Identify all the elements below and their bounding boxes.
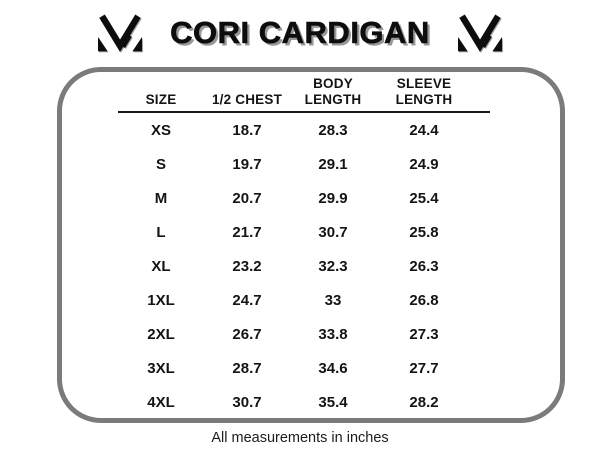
cell-half-chest: 18.7 bbox=[232, 121, 262, 139]
cell-sleeve-length: 27.3 bbox=[409, 325, 439, 343]
page-title: CORI CARDIGAN bbox=[170, 15, 430, 51]
cell-size: XS bbox=[150, 121, 171, 139]
table-row-2xl: 2XL 26.7 33.8 27.3 bbox=[118, 317, 490, 351]
table-row-xs: XS 18.7 28.3 24.4 bbox=[118, 113, 490, 147]
cell-size: 1XL bbox=[147, 291, 175, 309]
cell-body-length: 28.3 bbox=[318, 121, 348, 139]
column-header-size: SIZE bbox=[145, 92, 177, 108]
cell-body-length: 30.7 bbox=[318, 223, 348, 241]
cell-size: XL bbox=[151, 257, 171, 275]
cell-body-length: 29.9 bbox=[318, 189, 348, 207]
cell-size: 2XL bbox=[147, 325, 175, 343]
cell-body-length: 35.4 bbox=[318, 393, 348, 411]
cell-sleeve-length: 26.8 bbox=[409, 291, 439, 309]
cell-size: 3XL bbox=[147, 359, 175, 377]
cell-half-chest: 26.7 bbox=[232, 325, 262, 343]
cell-sleeve-length: 24.9 bbox=[409, 155, 439, 173]
cell-sleeve-length: 28.2 bbox=[409, 393, 439, 411]
cell-size: S bbox=[155, 155, 166, 173]
table-row-3xl: 3XL 28.7 34.6 27.7 bbox=[118, 351, 490, 385]
brand-m-logo-icon bbox=[457, 13, 502, 53]
cell-body-length: 32.3 bbox=[318, 257, 348, 275]
brand-m-logo-icon bbox=[98, 13, 143, 53]
cell-size: 4XL bbox=[147, 393, 175, 411]
column-header-body-length: BODY LENGTH bbox=[304, 76, 362, 108]
cell-sleeve-length: 25.8 bbox=[409, 223, 439, 241]
footer-note: All measurements in inches bbox=[211, 430, 389, 446]
cell-body-length: 33.8 bbox=[318, 325, 348, 343]
table-header-row: SIZE 1/2 CHEST BODY LENGTH SLEEVE LENGTH bbox=[118, 72, 490, 113]
cell-half-chest: 24.7 bbox=[232, 291, 262, 309]
table-row-s: S 19.7 29.1 24.9 bbox=[118, 147, 490, 181]
cell-half-chest: 23.2 bbox=[232, 257, 262, 275]
cell-sleeve-length: 26.3 bbox=[409, 257, 439, 275]
cell-half-chest: 20.7 bbox=[232, 189, 262, 207]
cell-half-chest: 21.7 bbox=[232, 223, 262, 241]
cell-half-chest: 19.7 bbox=[232, 155, 262, 173]
cell-body-length: 34.6 bbox=[318, 359, 348, 377]
cell-body-length: 33 bbox=[324, 291, 342, 309]
size-table: SIZE 1/2 CHEST BODY LENGTH SLEEVE LENGTH… bbox=[118, 72, 490, 419]
cell-body-length: 29.1 bbox=[318, 155, 348, 173]
size-chart-panel: SIZE 1/2 CHEST BODY LENGTH SLEEVE LENGTH… bbox=[57, 67, 565, 423]
table-row-1xl: 1XL 24.7 33 26.8 bbox=[118, 283, 490, 317]
cell-half-chest: 28.7 bbox=[232, 359, 262, 377]
column-header-sleeve-length: SLEEVE LENGTH bbox=[395, 76, 453, 108]
cell-sleeve-length: 27.7 bbox=[409, 359, 439, 377]
cell-sleeve-length: 25.4 bbox=[409, 189, 439, 207]
table-row-4xl: 4XL 30.7 35.4 28.2 bbox=[118, 385, 490, 419]
cell-size: L bbox=[156, 223, 166, 241]
cell-size: M bbox=[154, 189, 168, 207]
column-header-half-chest: 1/2 CHEST bbox=[211, 92, 283, 108]
cell-half-chest: 30.7 bbox=[232, 393, 262, 411]
table-row-xl: XL 23.2 32.3 26.3 bbox=[118, 249, 490, 283]
masthead: CORI CARDIGAN bbox=[0, 6, 600, 60]
table-row-l: L 21.7 30.7 25.8 bbox=[118, 215, 490, 249]
cell-sleeve-length: 24.4 bbox=[409, 121, 439, 139]
table-row-m: M 20.7 29.9 25.4 bbox=[118, 181, 490, 215]
